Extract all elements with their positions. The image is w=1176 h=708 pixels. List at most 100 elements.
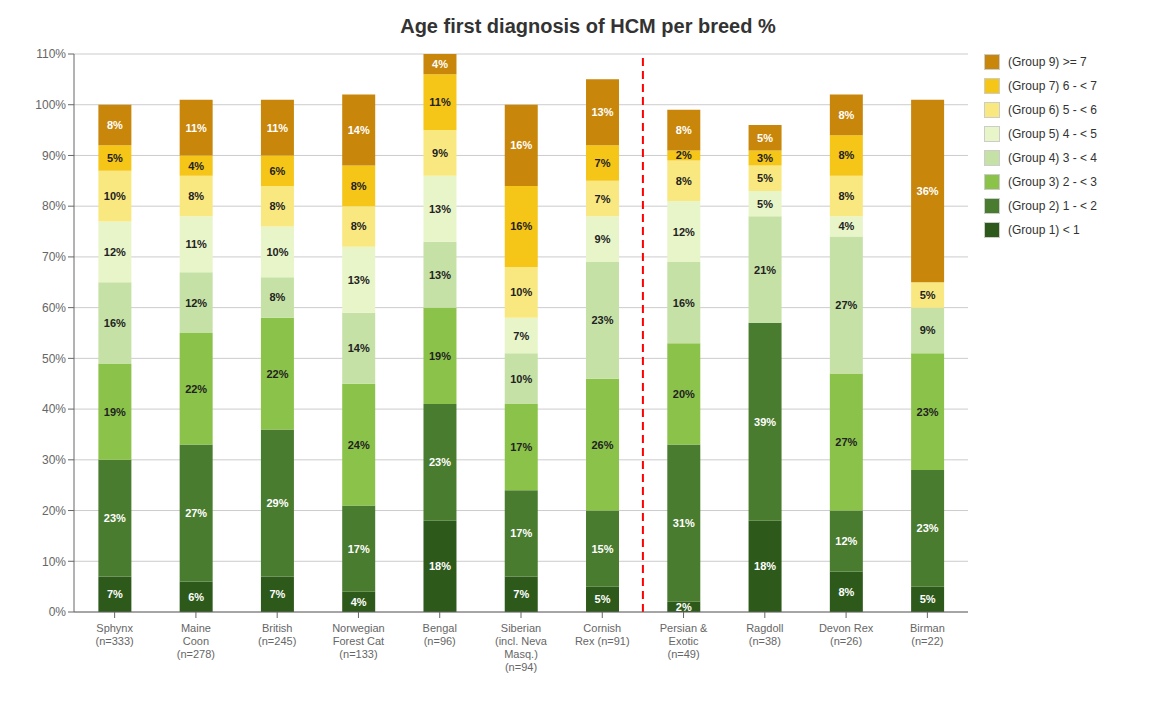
svg-text:19%: 19% (104, 406, 126, 418)
svg-text:23%: 23% (917, 522, 939, 534)
svg-text:11%: 11% (185, 238, 207, 250)
svg-text:6%: 6% (188, 591, 204, 603)
svg-text:Siberian(incl. NevaMasq.)(n=94: Siberian(incl. NevaMasq.)(n=94) (495, 622, 548, 673)
svg-text:23%: 23% (104, 512, 126, 524)
svg-text:16%: 16% (104, 317, 126, 329)
svg-text:NorwegianForest Cat(n=133): NorwegianForest Cat(n=133) (332, 622, 385, 660)
svg-text:9%: 9% (595, 233, 611, 245)
svg-text:Persian &Exotic(n=49): Persian &Exotic(n=49) (660, 622, 708, 660)
svg-text:27%: 27% (835, 299, 857, 311)
svg-text:13%: 13% (429, 269, 451, 281)
svg-text:8%: 8% (676, 175, 692, 187)
svg-text:5%: 5% (595, 593, 611, 605)
svg-text:7%: 7% (595, 157, 611, 169)
svg-text:5%: 5% (107, 152, 123, 164)
svg-text:5%: 5% (757, 172, 773, 184)
svg-text:14%: 14% (348, 124, 370, 136)
svg-text:10%: 10% (42, 555, 66, 569)
svg-text:5%: 5% (757, 198, 773, 210)
svg-text:8%: 8% (838, 586, 854, 598)
svg-text:3%: 3% (757, 152, 773, 164)
svg-text:36%: 36% (917, 185, 939, 197)
svg-text:4%: 4% (432, 58, 448, 70)
svg-text:8%: 8% (351, 220, 367, 232)
svg-text:10%: 10% (510, 373, 532, 385)
svg-text:40%: 40% (42, 402, 66, 416)
svg-text:13%: 13% (429, 203, 451, 215)
svg-text:Devon Rex(n=26): Devon Rex(n=26) (819, 622, 874, 647)
svg-text:Bengal(n=96): Bengal(n=96) (423, 622, 457, 647)
svg-text:12%: 12% (104, 246, 126, 258)
svg-text:7%: 7% (513, 330, 529, 342)
svg-text:39%: 39% (754, 416, 776, 428)
svg-text:31%: 31% (673, 517, 695, 529)
svg-text:11%: 11% (429, 96, 451, 108)
svg-text:8%: 8% (676, 124, 692, 136)
svg-text:4%: 4% (838, 220, 854, 232)
svg-text:19%: 19% (429, 350, 451, 362)
svg-text:7%: 7% (595, 193, 611, 205)
svg-text:MaineCoon(n=278): MaineCoon(n=278) (177, 622, 215, 660)
svg-text:60%: 60% (42, 301, 66, 315)
svg-text:17%: 17% (348, 543, 370, 555)
svg-text:6%: 6% (269, 165, 285, 177)
svg-text:24%: 24% (348, 439, 370, 451)
svg-text:110%: 110% (36, 47, 66, 61)
svg-text:4%: 4% (351, 596, 367, 608)
svg-text:10%: 10% (266, 246, 288, 258)
svg-text:7%: 7% (107, 588, 123, 600)
svg-text:27%: 27% (835, 436, 857, 448)
svg-text:18%: 18% (429, 560, 451, 572)
svg-text:8%: 8% (107, 119, 123, 131)
svg-text:CornishRex (n=91): CornishRex (n=91) (575, 622, 630, 647)
svg-text:90%: 90% (42, 149, 66, 163)
svg-text:Ragdoll(n=38): Ragdoll(n=38) (746, 622, 783, 647)
svg-text:14%: 14% (348, 342, 370, 354)
svg-text:30%: 30% (42, 453, 66, 467)
svg-text:12%: 12% (673, 226, 695, 238)
svg-text:22%: 22% (185, 383, 207, 395)
svg-text:12%: 12% (185, 297, 207, 309)
svg-text:8%: 8% (838, 149, 854, 161)
svg-text:9%: 9% (432, 147, 448, 159)
svg-text:11%: 11% (185, 122, 207, 134)
svg-text:8%: 8% (838, 190, 854, 202)
svg-text:70%: 70% (42, 250, 66, 264)
svg-text:16%: 16% (510, 220, 532, 232)
svg-text:23%: 23% (917, 406, 939, 418)
svg-text:20%: 20% (42, 504, 66, 518)
svg-text:8%: 8% (188, 190, 204, 202)
svg-text:2%: 2% (676, 149, 692, 161)
svg-text:10%: 10% (104, 190, 126, 202)
svg-text:0%: 0% (49, 605, 67, 619)
svg-text:5%: 5% (920, 289, 936, 301)
svg-text:7%: 7% (513, 588, 529, 600)
svg-text:7%: 7% (269, 588, 285, 600)
svg-text:10%: 10% (510, 286, 532, 298)
svg-text:8%: 8% (269, 200, 285, 212)
svg-text:8%: 8% (269, 291, 285, 303)
svg-text:8%: 8% (351, 180, 367, 192)
svg-text:20%: 20% (673, 388, 695, 400)
svg-text:100%: 100% (35, 98, 66, 112)
svg-text:9%: 9% (920, 324, 936, 336)
svg-text:17%: 17% (510, 441, 532, 453)
svg-text:13%: 13% (592, 106, 614, 118)
svg-text:16%: 16% (673, 297, 695, 309)
svg-text:13%: 13% (348, 274, 370, 286)
svg-text:2%: 2% (676, 601, 692, 613)
svg-text:16%: 16% (510, 139, 532, 151)
svg-text:22%: 22% (266, 368, 288, 380)
svg-text:Birman(n=22): Birman(n=22) (910, 622, 945, 647)
svg-text:12%: 12% (835, 535, 857, 547)
svg-text:27%: 27% (185, 507, 207, 519)
svg-text:29%: 29% (266, 497, 288, 509)
svg-text:50%: 50% (42, 352, 66, 366)
svg-text:17%: 17% (510, 527, 532, 539)
svg-text:8%: 8% (838, 109, 854, 121)
svg-text:26%: 26% (592, 439, 614, 451)
svg-text:4%: 4% (188, 160, 204, 172)
svg-text:Sphynx(n=333): Sphynx(n=333) (96, 622, 134, 647)
svg-text:18%: 18% (754, 560, 776, 572)
svg-text:80%: 80% (42, 199, 66, 213)
